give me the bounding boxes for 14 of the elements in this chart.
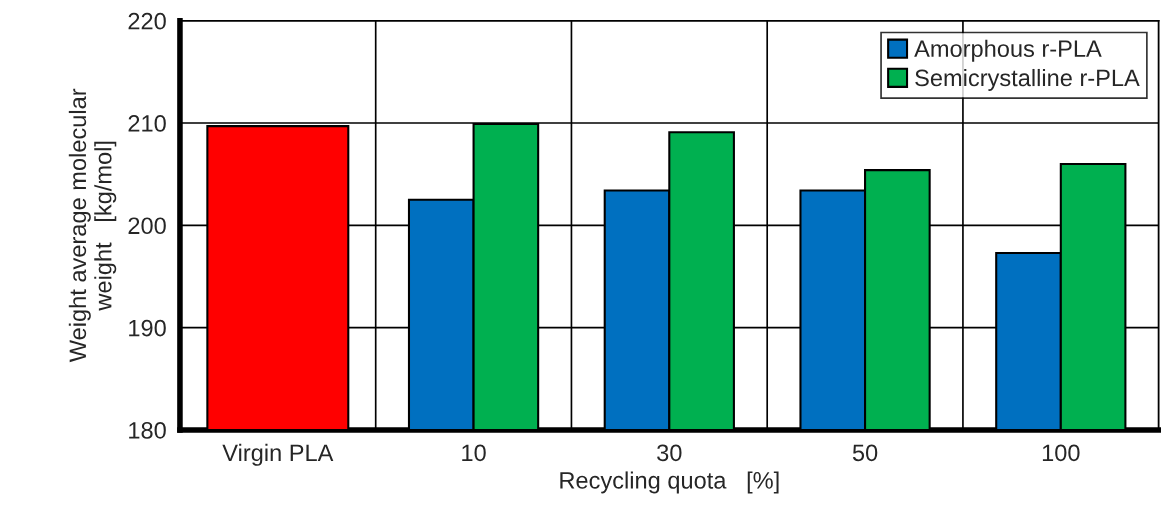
y-axis-title: Weight average molecular weight [kg/mol] [68, 88, 117, 363]
y-tick-label: 200 [128, 217, 166, 235]
x-tick-label: 30 [657, 444, 682, 462]
x-tick-label: Virgin PLA [222, 443, 334, 466]
x-tick-label: 50 [852, 444, 878, 462]
legend-label: Amorphous r-PLA [914, 39, 1102, 62]
y-tick-label: 190 [129, 319, 166, 337]
legend-label: Semicrystalline r-PLA [915, 68, 1140, 91]
x-axis-title: Recycling quota [%] [560, 471, 779, 494]
x-tick-label: 100 [1042, 444, 1080, 462]
y-tick-label: 180 [129, 422, 166, 439]
x-tick-label: 10 [462, 444, 486, 462]
y-tick-label: 210 [128, 115, 166, 132]
y-tick-label: 220 [128, 12, 166, 30]
